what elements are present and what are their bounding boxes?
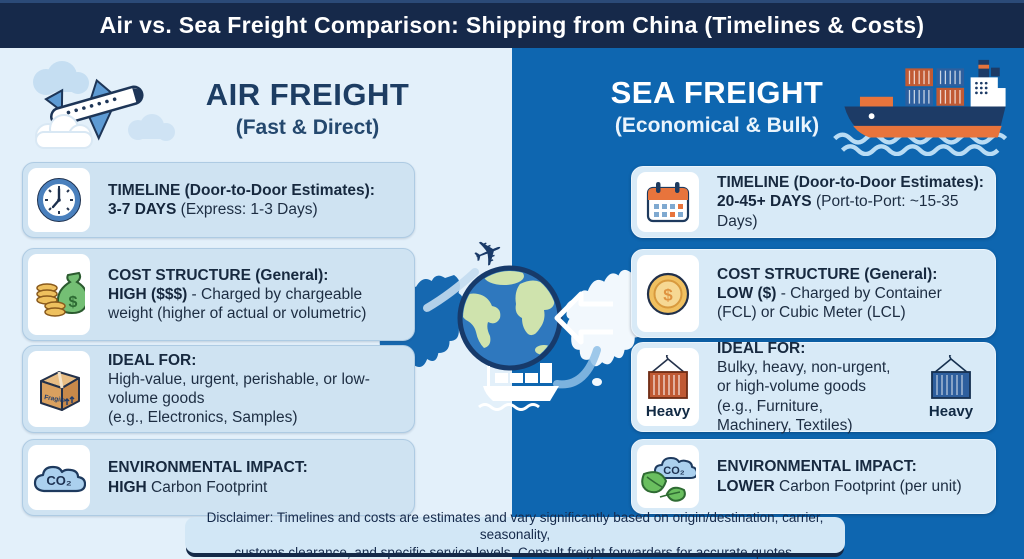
right-route-arrow-icon (554, 291, 613, 345)
svg-text:$: $ (663, 285, 673, 304)
disclaimer-bar: Disclaimer: Timelines and costs are esti… (185, 510, 845, 559)
card-bold-value: HIGH ($$$) (108, 285, 188, 303)
card-body: High-value, urgent, perishable, or low-v… (108, 370, 404, 428)
card-detail: High-value, urgent, perishable, or low-v… (108, 370, 370, 427)
globe-icon (457, 265, 563, 371)
air-ideal-card: Fragile IDEAL FOR: High-value, urgent, p… (22, 345, 415, 433)
sea-route-trail (553, 346, 601, 389)
card-detail: Carbon Footprint (146, 478, 268, 496)
card-body: 20-45+ DAYS (Port-to-Port: ~15-35 Days) (717, 192, 985, 230)
card-detail: - Charged by Container (FCL) or Cubic Me… (717, 284, 942, 322)
svg-text:$: $ (69, 294, 78, 311)
card-bold-value: 20-45+ DAYS (717, 193, 812, 211)
ship-silhouette-icon (478, 363, 559, 411)
air-freight-subtitle: (Fast & Direct) (235, 116, 380, 140)
china-map-right-icon (563, 269, 648, 386)
card-detail: (Port-to-Port: ~15-35 Days) (717, 193, 959, 230)
card-heading: COST STRUCTURE (General): (108, 266, 329, 284)
air-route-trail (423, 268, 479, 312)
airplane-clouds-icon (33, 61, 175, 149)
container-ship-icon (833, 59, 1008, 156)
air-freight-title: AIR FREIGHT (205, 77, 410, 112)
card-detail: (Express: 1-3 Days) (176, 201, 318, 218)
sea-timeline-card: TIMELINE (Door-to-Door Estimates): 20-45… (631, 166, 996, 238)
sea-environment-card: CO₂ ENVIRONMENTAL IMPACT: LOWER Carbon F… (631, 439, 996, 514)
card-body: LOWER Carbon Footprint (per unit) (717, 477, 985, 496)
coin-icon: $ (637, 255, 699, 332)
co2-label: CO₂ (46, 473, 72, 488)
left-route-arrow-icon (407, 302, 473, 336)
card-body: 3-7 DAYS (Express: 1-3 Days) (108, 200, 404, 219)
header-bar: Air vs. Sea Freight Comparison: Shipping… (0, 0, 1024, 48)
heavy-label: Heavy (928, 403, 974, 420)
air-freight-header: AIR FREIGHT (Fast & Direct) (175, 77, 440, 140)
card-heading: TIMELINE (Door-to-Door Estimates): (108, 181, 375, 199)
air-environment-card: CO₂ ENVIRONMENTAL IMPACT: HIGH Carbon Fo… (22, 439, 415, 516)
card-bold-value: HIGH (108, 478, 147, 496)
card-heading: TIMELINE (Door-to-Door Estimates): (717, 174, 984, 192)
cargo-container-orange-icon: Heavy (637, 348, 699, 426)
heavy-label: Heavy (645, 403, 691, 420)
sea-freight-title: SEA FREIGHT (610, 75, 824, 110)
card-body: LOW ($) - Charged by Container (FCL) or … (717, 284, 985, 322)
air-cost-card: $ COST STRUCTURE (General): HIGH ($$$) -… (22, 248, 415, 341)
co2-cloud-icon: CO₂ (28, 445, 90, 510)
sea-freight-header: SEA FREIGHT (Economical & Bulk) (552, 75, 882, 138)
card-detail: - Charged by chargeable weight (higher o… (108, 285, 367, 323)
card-heading: IDEAL FOR: (717, 339, 806, 357)
card-detail: Carbon Footprint (per unit) (774, 477, 962, 495)
card-heading: COST STRUCTURE (General): (717, 265, 938, 283)
co2-leaf-icon: CO₂ (637, 445, 699, 508)
fragile-label: Fragile (44, 394, 67, 404)
card-detail: Bulky, heavy, non-urgent, or high-volume… (717, 359, 891, 434)
card-body: HIGH ($$$) - Charged by chargeable weigh… (108, 285, 404, 323)
package-icon: Fragile (28, 351, 90, 427)
card-body: HIGH Carbon Footprint (108, 478, 404, 497)
card-bold-value: LOW ($) (717, 284, 777, 302)
card-bold-value: LOWER (717, 477, 775, 495)
page-title: Air vs. Sea Freight Comparison: Shipping… (99, 12, 925, 38)
calendar-icon (637, 172, 699, 232)
card-heading: ENVIRONMENTAL IMPACT: (108, 459, 308, 477)
card-body: Bulky, heavy, non-urgent, or high-volume… (717, 358, 901, 435)
disclaimer-text: Disclaimer: Timelines and costs are esti… (206, 509, 824, 559)
card-heading: IDEAL FOR: (108, 351, 197, 369)
card-heading: ENVIRONMENTAL IMPACT: (717, 458, 917, 476)
cargo-container-blue-icon: Heavy (911, 343, 991, 431)
co2-label: CO₂ (663, 465, 685, 477)
sea-ideal-card: Heavy IDEAL FOR: Bulky, heavy, non-urgen… (631, 339, 996, 435)
sea-cost-card: $ COST STRUCTURE (General): LOW ($) - Ch… (631, 249, 996, 338)
sea-freight-subtitle: (Economical & Bulk) (614, 114, 820, 138)
clock-icon (28, 168, 90, 232)
money-bag-icon: $ (28, 254, 90, 335)
air-timeline-card: TIMELINE (Door-to-Door Estimates): 3-7 D… (22, 162, 415, 238)
card-bold-value: 3-7 DAYS (108, 201, 177, 218)
china-globe-routes-illustration: ✈ (371, 228, 648, 411)
